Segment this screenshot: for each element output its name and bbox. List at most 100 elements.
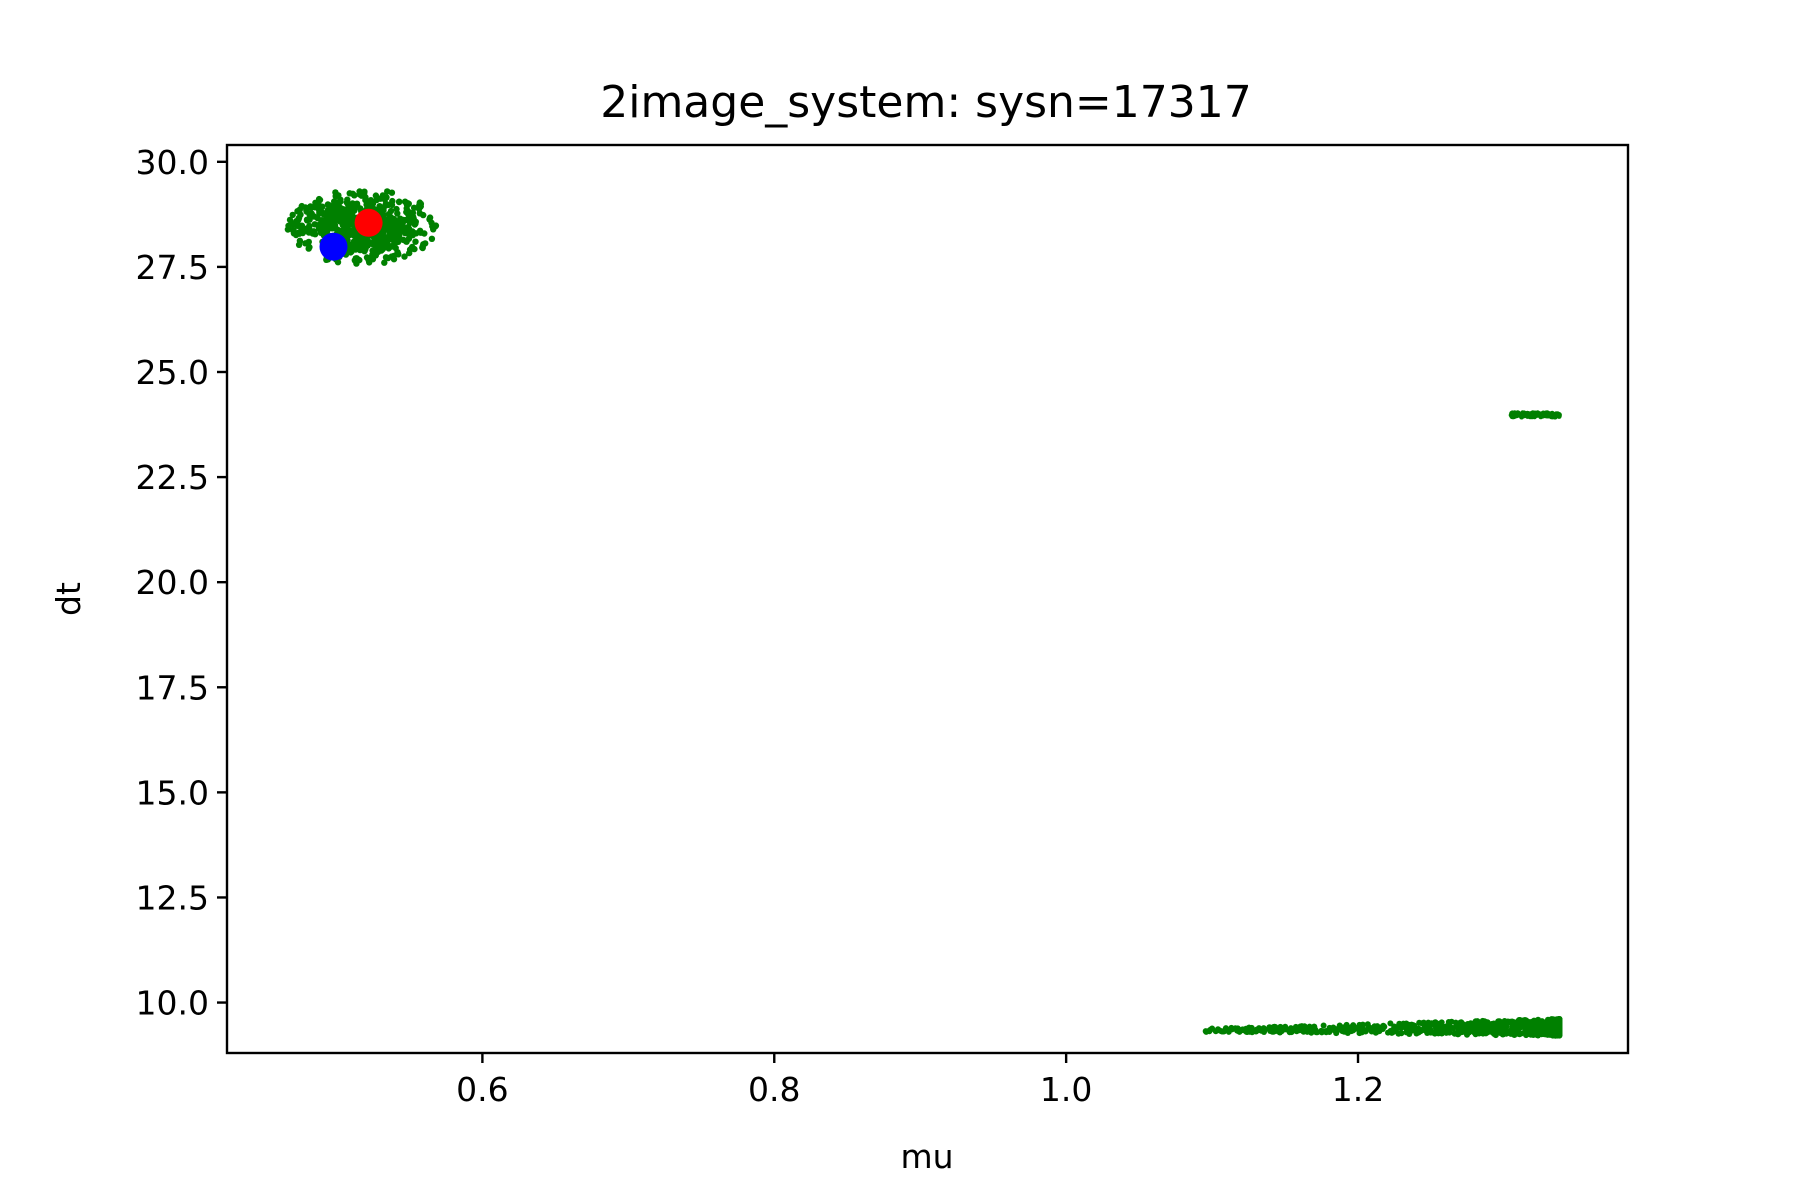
data-point	[314, 214, 321, 222]
data-point	[1292, 1027, 1299, 1034]
data-point	[1267, 1028, 1274, 1034]
data-point	[395, 238, 402, 245]
data-point	[1510, 414, 1516, 420]
data-point	[386, 225, 393, 233]
data-point	[1555, 1021, 1562, 1028]
data-point	[1525, 1030, 1532, 1037]
y-axis-label: dt	[49, 582, 88, 616]
data-point	[1531, 1017, 1537, 1024]
data-point	[389, 221, 397, 228]
data-point	[1453, 1022, 1460, 1029]
data-point	[364, 198, 371, 205]
data-point	[367, 254, 374, 262]
data-point	[403, 205, 410, 212]
data-point	[428, 235, 436, 242]
data-point	[331, 210, 338, 217]
data-point	[421, 230, 428, 237]
data-point	[306, 216, 313, 223]
data-point	[1320, 1022, 1327, 1029]
data-point	[1488, 1021, 1495, 1027]
data-point	[406, 246, 414, 253]
data-point	[1257, 1027, 1264, 1033]
data-point	[323, 228, 330, 235]
data-point	[1425, 1023, 1432, 1029]
highlight-point	[354, 208, 383, 237]
data-point	[348, 218, 356, 226]
data-point	[1303, 1028, 1310, 1035]
data-point	[343, 199, 350, 206]
data-point	[403, 216, 410, 224]
data-point	[381, 237, 388, 244]
data-point	[1209, 1025, 1216, 1032]
data-point	[1549, 410, 1555, 416]
data-point	[350, 238, 358, 245]
data-point	[375, 248, 382, 255]
data-point	[1233, 1027, 1240, 1034]
data-point	[284, 226, 292, 233]
data-point	[382, 254, 390, 261]
data-point	[1467, 1020, 1474, 1027]
data-point	[1544, 1030, 1551, 1037]
data-point	[412, 238, 419, 245]
data-point	[353, 244, 360, 251]
data-point	[290, 227, 297, 234]
data-point	[349, 190, 356, 197]
x-tick-label: 1.0	[1040, 1070, 1092, 1109]
data-point	[1306, 1023, 1313, 1030]
chart-title: 2image_system: sysn=17317	[600, 77, 1252, 128]
data-point	[1326, 1029, 1333, 1035]
data-point	[1476, 1027, 1483, 1034]
data-point	[1544, 410, 1550, 416]
data-point	[375, 206, 382, 213]
data-point	[385, 211, 392, 218]
scatter-points	[284, 188, 1563, 1039]
data-point	[308, 229, 315, 236]
data-point	[1541, 1021, 1547, 1028]
data-point	[420, 211, 427, 219]
data-point	[1286, 1029, 1293, 1036]
x-tick-label: 0.8	[748, 1070, 800, 1109]
data-point	[331, 224, 339, 232]
data-point	[1395, 1030, 1402, 1037]
data-point	[1554, 412, 1560, 418]
data-point	[1508, 1030, 1515, 1037]
data-point	[1359, 1024, 1366, 1031]
data-point	[412, 230, 420, 237]
y-tick-label: 30.0	[136, 143, 209, 182]
data-point	[335, 203, 343, 210]
data-point	[1503, 1024, 1510, 1031]
y-tick-label: 15.0	[136, 773, 209, 812]
data-point	[326, 202, 333, 209]
data-point	[1494, 1025, 1501, 1032]
data-point	[307, 204, 315, 211]
data-point	[398, 222, 405, 230]
y-axis: 10.0 12.5 15.0 17.5 20.0 22.5 25.0 27.5 30.0	[136, 143, 227, 1023]
data-point	[319, 221, 326, 229]
data-point	[1479, 1017, 1486, 1024]
data-point	[1229, 1026, 1236, 1033]
data-point	[337, 198, 344, 205]
data-point	[1366, 1024, 1373, 1031]
data-point	[1438, 1019, 1445, 1026]
y-tick-label: 27.5	[136, 248, 209, 287]
data-point	[297, 211, 304, 218]
data-point	[349, 206, 356, 213]
data-point	[315, 195, 323, 203]
data-point	[1526, 1023, 1532, 1030]
data-point	[392, 244, 399, 252]
y-tick-label: 22.5	[136, 458, 209, 497]
data-point	[289, 211, 296, 219]
x-axis-label: mu	[900, 1137, 953, 1176]
data-point	[334, 259, 342, 266]
data-point	[385, 242, 392, 249]
x-tick-label: 1.2	[1332, 1070, 1384, 1109]
data-point	[1395, 1024, 1402, 1031]
data-point	[1481, 1028, 1488, 1035]
data-point	[373, 196, 380, 204]
data-point	[1500, 1029, 1507, 1036]
data-point	[1540, 410, 1546, 416]
highlight-point	[319, 232, 348, 261]
data-point	[388, 189, 396, 196]
data-point	[302, 225, 309, 232]
y-tick-label: 25.0	[136, 353, 209, 392]
